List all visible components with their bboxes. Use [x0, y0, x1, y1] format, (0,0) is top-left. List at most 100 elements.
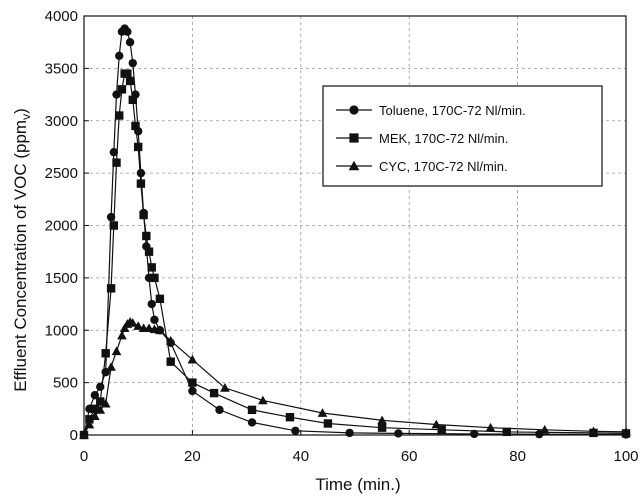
data-point-circle — [106, 212, 116, 222]
series-triangle — [79, 317, 631, 439]
data-point-triangle — [220, 383, 230, 392]
legend: Toluene, 170C-72 Nl/min. MEK, 170C-72 Nl/… — [322, 85, 603, 187]
data-point-circle — [215, 405, 224, 415]
gridlines — [84, 16, 626, 435]
data-point-square — [155, 294, 165, 304]
data-point-circle — [150, 315, 159, 324]
data-point-square — [131, 121, 140, 131]
data-point-square — [147, 263, 156, 272]
data-point-square — [502, 427, 511, 437]
data-point-triangle — [106, 362, 116, 371]
data-point-circle — [188, 386, 197, 396]
y-tick-label: 2000 — [45, 218, 78, 235]
data-point-circle — [345, 428, 354, 438]
data-point-square — [377, 423, 387, 432]
data-point-square — [209, 388, 219, 398]
data-point-circle — [147, 299, 156, 309]
data-point-triangle — [95, 405, 106, 414]
y-tick-label: 500 — [53, 375, 78, 392]
data-point-triangle — [100, 398, 111, 408]
data-point-square — [166, 357, 175, 366]
data-point-square — [144, 247, 154, 256]
legend-marker-triangle — [348, 160, 360, 171]
x-tick-label: 60 — [401, 448, 418, 465]
data-point-square — [247, 405, 257, 415]
data-point-square — [115, 111, 124, 120]
y-axis-title-main: Effluent Concentration of VOC (ppm — [11, 120, 30, 392]
data-point-circle — [115, 51, 124, 61]
data-point-square — [188, 378, 197, 387]
data-point-triangle — [133, 321, 144, 330]
data-point-triangle — [165, 335, 176, 345]
x-tick-label: 20 — [184, 448, 201, 465]
x-axis-title: Time (min.) — [315, 475, 400, 494]
data-point-square — [285, 412, 295, 422]
data-point-square — [136, 179, 146, 188]
y-tick-label: 3000 — [45, 113, 78, 130]
data-point-triangle — [258, 395, 268, 405]
legend-marker-square — [349, 133, 359, 143]
data-point-circle — [128, 58, 137, 68]
legend-entry: Toluene, 170C-72 Nl/min. — [336, 103, 526, 118]
y-tick-label: 1500 — [45, 270, 78, 287]
data-point-circle — [123, 27, 132, 36]
data-point-square — [109, 221, 119, 230]
data-point-circle — [394, 429, 403, 438]
data-point-triangle — [539, 424, 550, 434]
x-tick-label: 100 — [613, 448, 638, 465]
y-tick-label: 0 — [70, 427, 78, 444]
data-point-triangle — [317, 408, 328, 417]
axis-ticks: 0 20 40 60 80 1000500100015002000250030003500… — [45, 8, 639, 465]
series-group — [79, 24, 631, 440]
y-tick-label: 1000 — [45, 322, 78, 339]
data-point-circle — [136, 168, 146, 178]
data-point-circle — [109, 147, 119, 157]
data-point-circle — [96, 382, 105, 392]
y-tick-label: 3500 — [45, 60, 78, 77]
data-point-triangle — [588, 426, 599, 436]
data-point-square — [123, 69, 132, 78]
x-tick-label: 0 — [80, 448, 88, 465]
series-line — [83, 72, 627, 436]
data-point-square — [106, 284, 116, 293]
series-square — [79, 69, 631, 440]
data-point-circle — [125, 37, 135, 47]
y-axis-title: Effluent Concentration of VOC (ppmv) — [11, 108, 33, 392]
data-point-triangle — [155, 325, 165, 335]
data-point-triangle — [90, 411, 100, 421]
data-point-triangle — [187, 354, 198, 364]
data-point-square — [150, 273, 159, 283]
data-point-square — [90, 404, 100, 414]
data-point-square — [85, 415, 94, 424]
data-point-triangle — [377, 415, 387, 425]
legend-entry: MEK, 170C-72 Nl/min. — [336, 131, 508, 146]
data-point-triangle — [111, 346, 122, 356]
data-point-triangle — [485, 422, 496, 432]
data-point-circle — [247, 418, 257, 427]
data-point-square — [134, 142, 143, 152]
data-point-square — [112, 158, 121, 167]
legend-marker-circle — [349, 105, 359, 115]
data-point-square — [437, 425, 446, 434]
data-point-circle — [470, 429, 479, 439]
legend-label: Toluene, 170C-72 Nl/min. — [379, 103, 526, 118]
y-axis-title-subscript: v — [19, 114, 33, 120]
y-tick-label: 2500 — [45, 165, 78, 182]
data-point-square — [101, 349, 110, 358]
legend-label: CYC, 170C-72 Nl/min. — [379, 159, 508, 174]
legend-entry: CYC, 170C-72 Nl/min. — [336, 159, 508, 174]
data-point-square — [142, 231, 151, 241]
legend-label: MEK, 170C-72 Nl/min. — [379, 131, 508, 146]
data-point-circle — [291, 426, 300, 436]
x-tick-label: 80 — [509, 448, 526, 465]
data-point-triangle — [84, 419, 95, 429]
data-point-square — [323, 419, 333, 428]
data-point-square — [128, 95, 137, 104]
data-point-square — [117, 85, 127, 94]
y-axis-title-close: ) — [11, 108, 30, 114]
data-point-triangle — [127, 318, 138, 327]
data-point-triangle — [117, 330, 127, 340]
data-point-square — [125, 76, 135, 86]
data-point-square — [139, 210, 148, 220]
